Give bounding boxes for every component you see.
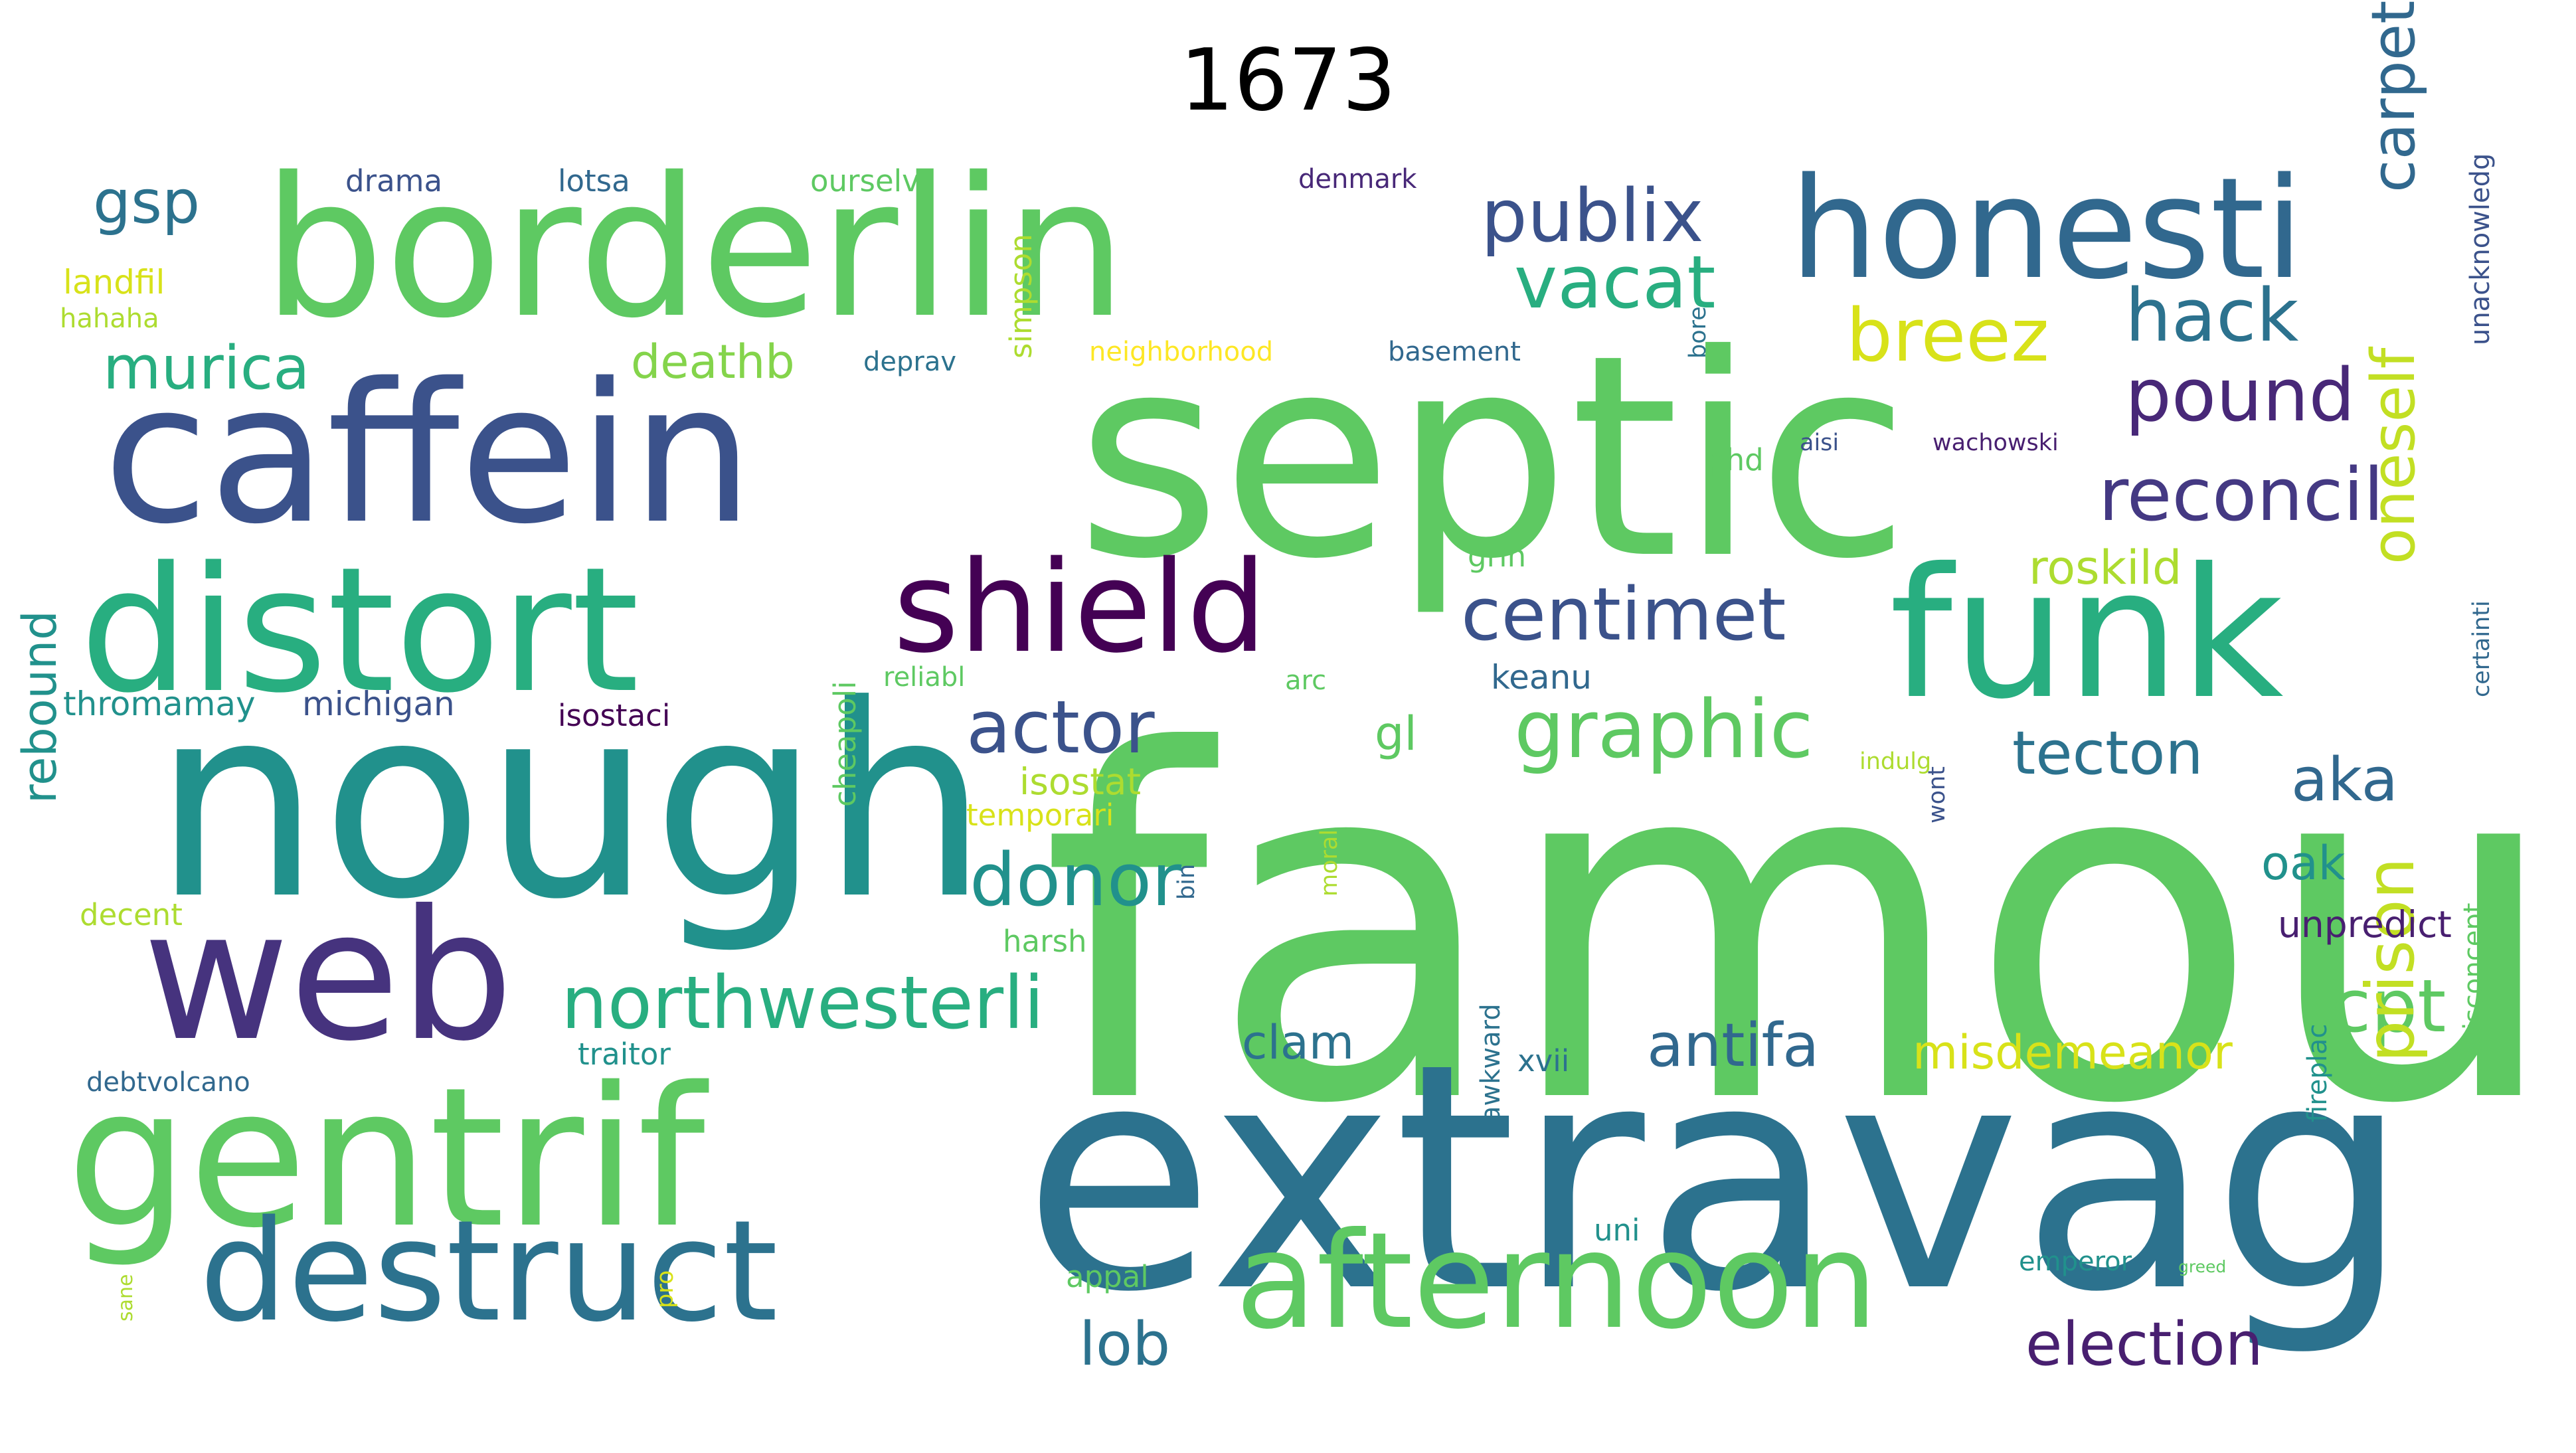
word-harsh: harsh	[1003, 924, 1087, 959]
word-clam: clam	[1242, 1015, 1355, 1070]
word-lob: lob	[1079, 1310, 1171, 1379]
word-aisi: aisi	[1800, 430, 1840, 456]
word-decent: decent	[80, 897, 183, 932]
word-certainti: certainti	[2468, 600, 2495, 697]
word-reconcil: reconcil	[2099, 452, 2384, 537]
word-murica: murica	[103, 333, 310, 403]
word-uni: uni	[1594, 1213, 1640, 1248]
word-graphic: graphic	[1514, 684, 1814, 776]
word-arc: arc	[1285, 665, 1327, 696]
word-aka: aka	[2291, 745, 2398, 815]
word-misdemeanor: misdemeanor	[1913, 1025, 2233, 1080]
word-carpet: carpet	[2359, 0, 2429, 193]
word-antifa: antifa	[1647, 1011, 1820, 1080]
word-deathb: deathb	[631, 335, 795, 389]
word-simpson: simpson	[1003, 234, 1039, 359]
word-drama: drama	[345, 163, 443, 199]
word-keanu: keanu	[1491, 658, 1592, 697]
word-gl: gl	[1375, 707, 1417, 761]
word-centimet: centimet	[1461, 572, 1786, 657]
word-grin: grin	[1468, 539, 1527, 574]
word-pro: pro	[652, 1270, 679, 1308]
word-fireplac: fireplac	[2302, 1023, 2333, 1122]
word-publix: publix	[1481, 173, 1704, 258]
word-lotsa: lotsa	[558, 163, 630, 199]
word-cheapoli: cheapoli	[827, 681, 863, 807]
word-greed: greed	[2178, 1257, 2227, 1276]
word-famou: famou	[1041, 651, 2563, 1208]
word-web: web	[143, 871, 514, 1080]
word-hack: hack	[2125, 273, 2299, 358]
word-extravag: extravag	[1023, 997, 2411, 1360]
word-moral: moral	[1316, 829, 1343, 897]
word-unacknowledg: unacknowledg	[2465, 153, 2496, 345]
word-isostaci: isostaci	[558, 698, 671, 733]
word-michigan: michigan	[302, 685, 455, 723]
word-distort: distort	[80, 531, 640, 731]
word-traitor: traitor	[578, 1037, 671, 1072]
word-landfil: landfil	[63, 263, 165, 301]
word-unpredict: unpredict	[2278, 903, 2452, 946]
word-oneself: oneself	[2359, 347, 2429, 564]
word-breez: breez	[1846, 293, 2049, 378]
word-emperor: emperor	[2019, 1246, 2132, 1277]
word-indulg: indulg	[1859, 748, 1932, 775]
word-borderlin: borderlin	[262, 137, 1128, 361]
word-isostat: isostat	[1019, 760, 1142, 803]
word-gentrif: gentrif	[66, 1047, 705, 1270]
word-ourselv: ourselv	[810, 163, 920, 199]
word-deprav: deprav	[863, 347, 957, 377]
word-northwesterli: northwesterli	[561, 960, 1045, 1045]
word-hahaha: hahaha	[60, 303, 159, 334]
word-honesti: honesti	[1790, 147, 2304, 310]
word-phd: phd	[1707, 442, 1764, 477]
word-temporari: temporari	[966, 798, 1114, 833]
word-afternoon: afternoon	[1235, 1204, 1878, 1359]
word-septic: septic	[1076, 296, 1911, 620]
word-cpt: cpt	[2331, 964, 2447, 1049]
word-funk: funk	[1889, 529, 2284, 738]
word-bin: bin	[1173, 863, 1200, 900]
word-shield: shield	[893, 534, 1267, 681]
word-appal: appal	[1066, 1259, 1149, 1294]
word-wachowski: wachowski	[1932, 430, 2059, 456]
word-awkward: awkward	[1476, 1003, 1506, 1122]
word-donor: donor	[970, 837, 1182, 922]
word-oak: oak	[2261, 836, 2346, 891]
word-denmark: denmark	[1298, 164, 1417, 195]
word-xvii: xvii	[1517, 1043, 1570, 1078]
word-thromamay: thromamay	[63, 685, 256, 723]
word-destruct: destruct	[199, 1190, 778, 1353]
word-roskild: roskild	[2029, 541, 2182, 595]
word-caffein: caffein	[103, 343, 754, 566]
word-sane: sane	[114, 1274, 137, 1322]
word-vacat: vacat	[1514, 240, 1716, 325]
word-misconcept: misconcept	[2458, 902, 2489, 1056]
word-neighborhood: neighborhood	[1089, 337, 1274, 367]
word-gsp: gsp	[93, 167, 201, 237]
chart-title: 1673	[1179, 31, 1397, 130]
word-reliabl: reliabl	[883, 662, 966, 693]
word-bore: bore	[1685, 306, 1711, 359]
word-nough: nough	[153, 649, 989, 958]
word-actor: actor	[966, 685, 1155, 770]
word-rebound: rebound	[13, 610, 67, 804]
word-tecton: tecton	[2012, 719, 2203, 788]
word-basement: basement	[1388, 337, 1521, 367]
word-pound: pound	[2125, 353, 2356, 438]
word-prison: prison	[2352, 857, 2429, 1063]
word-election: election	[2025, 1310, 2263, 1379]
word-debtvolcano: debtvolcano	[86, 1067, 250, 1098]
